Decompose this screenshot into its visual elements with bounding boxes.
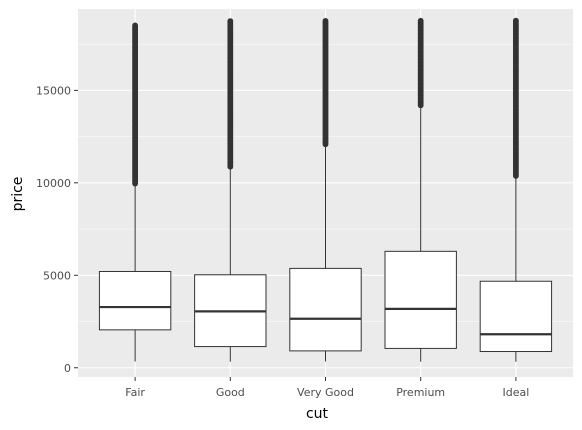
y-tick-label: 10000 xyxy=(36,177,71,190)
box-very-good xyxy=(289,18,362,362)
iqr-box xyxy=(289,267,362,352)
iqr-box xyxy=(384,250,457,349)
y-tick-label: 0 xyxy=(64,362,71,375)
boxes xyxy=(98,17,553,362)
x-tick-label: Good xyxy=(216,386,245,399)
x-axis-title: cut xyxy=(306,406,329,422)
y-tick-label: 5000 xyxy=(43,269,71,282)
outlier-point xyxy=(512,17,519,24)
box-fair xyxy=(98,22,172,362)
outlier-points xyxy=(132,22,139,187)
outlier-point xyxy=(417,17,424,24)
box-premium xyxy=(384,17,457,362)
outlier-points xyxy=(417,17,424,109)
box-good xyxy=(194,18,267,362)
outlier-points xyxy=(512,17,519,179)
outlier-point xyxy=(227,18,234,25)
box-ideal xyxy=(479,17,553,362)
iqr-box xyxy=(479,280,553,353)
x-axis-ticks: Fair Good Very Good Premium Ideal xyxy=(125,377,529,399)
y-axis-ticks: 0 5000 10000 15000 xyxy=(36,84,78,375)
iqr-box xyxy=(98,270,172,331)
outlier-point xyxy=(132,22,139,29)
y-axis-title: price xyxy=(10,177,26,212)
outlier-points xyxy=(322,18,329,148)
outlier-point xyxy=(322,18,329,24)
x-tick-label: Fair xyxy=(125,386,145,399)
x-tick-label: Ideal xyxy=(502,386,529,399)
outlier-points xyxy=(227,18,234,170)
x-tick-label: Very Good xyxy=(297,386,354,399)
y-tick-label: 15000 xyxy=(36,84,71,97)
x-tick-label: Premium xyxy=(396,386,445,399)
